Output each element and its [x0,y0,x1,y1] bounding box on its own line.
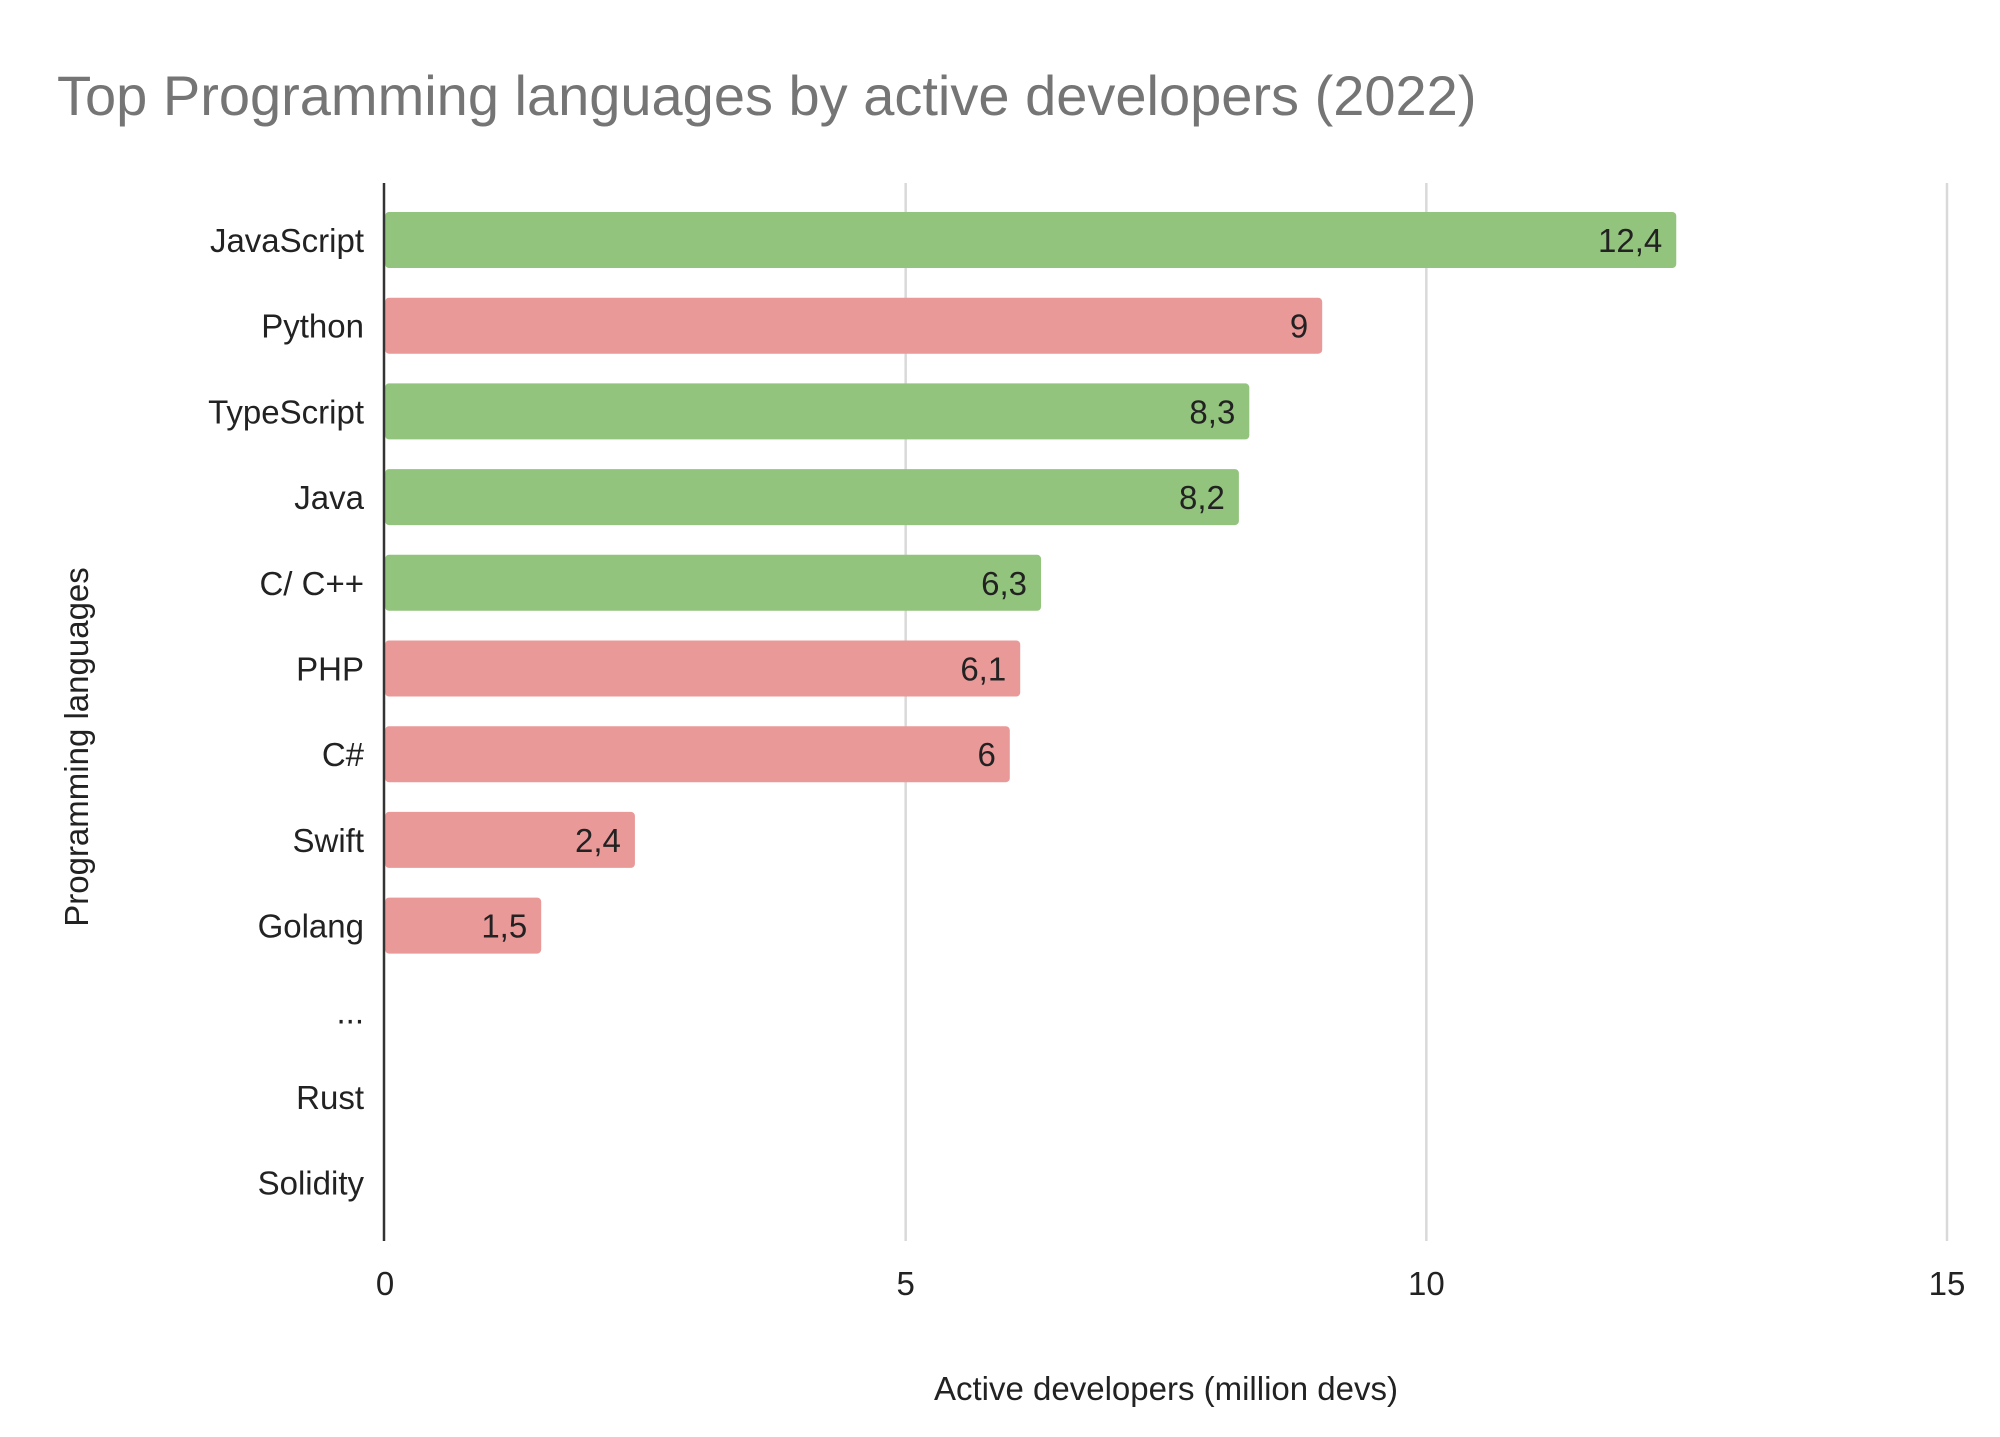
category-label: Swift [292,822,364,859]
category-label: Java [294,479,364,516]
x-axis-title: Active developers (million devs) [934,1370,1398,1407]
category-label: Rust [296,1079,364,1116]
x-tick-label: 5 [896,1265,914,1302]
category-label: C# [322,736,365,773]
data-label: 1,5 [481,908,527,945]
category-label: Solidity [258,1165,365,1202]
category-label: JavaScript [210,222,364,259]
data-label: 8,2 [1179,479,1225,516]
bar [385,469,1239,526]
bar [385,212,1677,268]
data-label: 6,1 [960,651,1006,688]
data-label: 8,3 [1189,393,1235,430]
x-tick-label: 10 [1408,1265,1445,1302]
category-label: C/ C++ [259,565,364,602]
chart-title: Top Programming languages by active deve… [57,64,1476,127]
category-label: PHP [296,651,364,688]
x-tick-label: 15 [1929,1265,1966,1302]
data-label: 12,4 [1598,222,1662,259]
bar [385,383,1250,440]
data-label: 6,3 [981,565,1027,602]
data-label: 9 [1290,308,1308,345]
bar [385,554,1042,611]
category-label: ... [336,993,364,1030]
category-label: Python [261,308,364,345]
x-tick-label: 0 [376,1265,394,1302]
data-label: 6 [977,736,995,773]
bar [385,897,542,954]
bar [385,811,635,868]
y-axis-title: Programming languages [58,567,95,927]
category-label: TypeScript [208,393,364,430]
bar [385,640,1021,697]
bar [385,297,1323,354]
data-label: 2,4 [575,822,621,859]
bar [385,726,1010,783]
category-label: Golang [258,908,364,945]
